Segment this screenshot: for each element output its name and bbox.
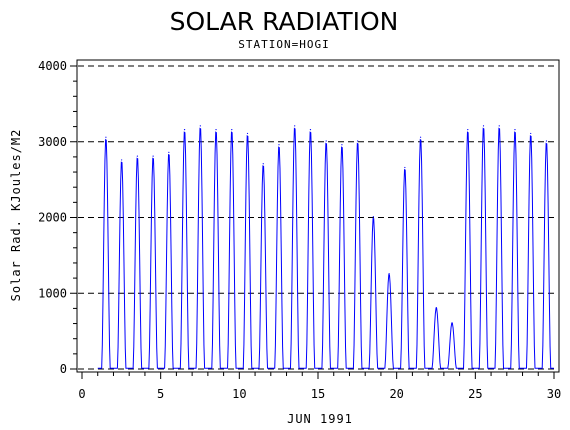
series-layer: [97, 125, 554, 369]
y-tick-label: 4000: [38, 59, 67, 73]
x-axis-label: JUN 1991: [287, 412, 353, 426]
daily-peak-point: [136, 155, 138, 157]
daily-peak-point: [231, 129, 233, 131]
daily-peak-point: [121, 159, 123, 161]
daily-peak-point: [435, 307, 437, 309]
daily-peak-point: [467, 129, 469, 131]
x-tick-label: 5: [157, 387, 164, 401]
daily-peak-point: [294, 125, 296, 127]
daily-peak-point: [530, 132, 532, 135]
chart-subtitle: STATION=HOGI: [238, 38, 329, 51]
x-tick-label: 0: [78, 387, 85, 401]
daily-peak-point: [451, 322, 453, 324]
daily-peak-point: [168, 151, 170, 153]
daily-peak-point: [183, 129, 186, 131]
daily-peak-point: [388, 272, 390, 275]
x-tick-label: 10: [232, 387, 246, 401]
daily-peak-point: [545, 140, 548, 142]
y-tick-label: 0: [60, 362, 67, 376]
x-axis: 0 5 10 15 20 25 30: [78, 372, 561, 401]
daily-peak-point: [404, 166, 406, 169]
daily-peak-point: [278, 144, 280, 146]
x-tick-label: 30: [547, 387, 561, 401]
daily-peak-point: [309, 129, 312, 131]
x-tick-label: 15: [311, 387, 325, 401]
gridlines: [78, 65, 558, 370]
daily-peak-point: [262, 163, 264, 165]
daily-peak-point: [498, 125, 500, 127]
y-axis: 0 1000 2000 3000 4000: [38, 59, 77, 376]
y-tick-label: 2000: [38, 211, 67, 225]
daily-peak-point: [514, 129, 516, 131]
y-tick-label: 3000: [38, 135, 67, 149]
daily-peak-point: [325, 140, 327, 142]
daily-peak-point: [152, 155, 154, 157]
x-tick-label: 20: [389, 387, 403, 401]
daily-peak-point: [105, 136, 107, 138]
chart-title: SOLAR RADIATION: [170, 7, 399, 36]
daily-peak-point: [199, 125, 201, 127]
daily-peak-point: [341, 144, 343, 146]
daily-peak-point: [215, 129, 217, 131]
daily-peak-point: [372, 216, 374, 218]
daily-peak-point: [246, 132, 249, 135]
solar-radiation-line: [97, 127, 554, 369]
daily-peak-point: [482, 125, 485, 127]
y-axis-label: Solar Rad. KJoules/M2: [9, 129, 23, 302]
y-tick-label: 1000: [38, 286, 67, 300]
x-tick-label: 25: [468, 387, 482, 401]
daily-peak-point: [357, 140, 359, 142]
daily-peak-point: [419, 136, 422, 138]
